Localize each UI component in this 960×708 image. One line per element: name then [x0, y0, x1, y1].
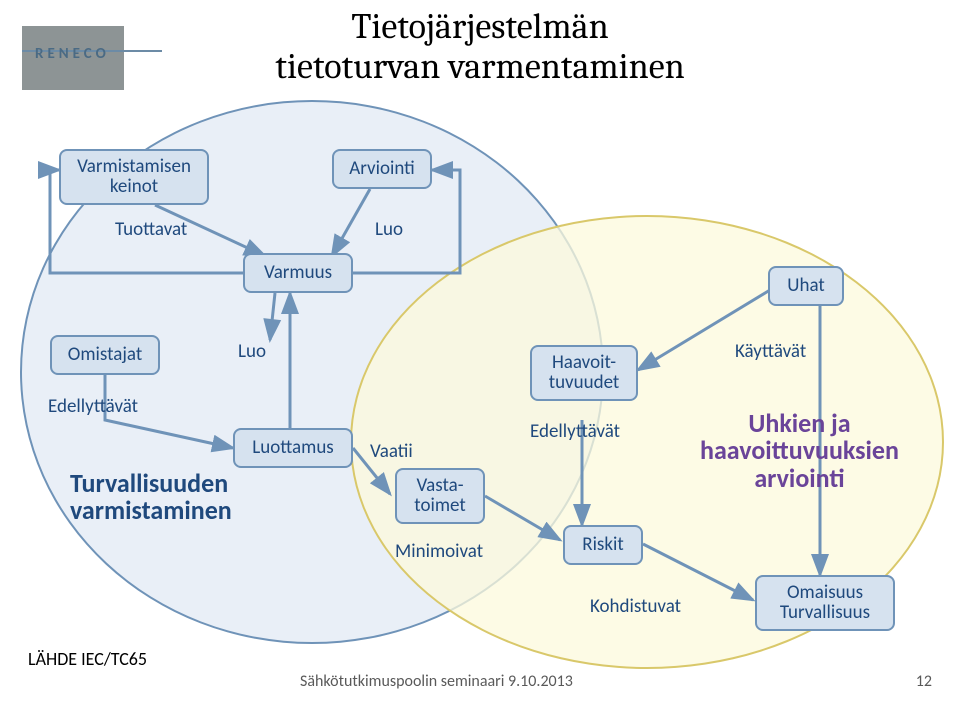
- label-luo2: Luo: [238, 340, 266, 363]
- node-omistajat: Omistajat: [50, 335, 160, 375]
- label-edellyttavat1: Edellyttävät: [48, 395, 138, 418]
- label-edellyttavat2: Edellyttävät: [530, 420, 620, 443]
- page-number: 12: [916, 672, 932, 691]
- node-vastatoimet: Vasta- toimet: [395, 468, 485, 524]
- node-haavoittuvuudet: Haavoit- tuvuudet: [530, 345, 638, 401]
- node-uhat: Uhat: [768, 266, 844, 306]
- node-luottamus: Luottamus: [233, 428, 353, 468]
- label-turvallisuuden-varmistaminen: Turvallisuudenvarmistaminen: [70, 470, 232, 525]
- label-luo1: Luo: [375, 218, 403, 241]
- node-riskit: Riskit: [563, 525, 643, 565]
- label-kayttavat: Käyttävät: [735, 340, 806, 363]
- footer-text: Sähkötutkimuspoolin seminaari 9.10.2013: [300, 672, 573, 691]
- label-tuottavat: Tuottavat: [115, 218, 187, 241]
- label-uhkien-arviointi: Uhkien jahaavoittuvuuksienarviointi: [700, 410, 899, 492]
- source-label: LÄHDE IEC/TC65: [28, 648, 147, 670]
- node-varmuus: Varmuus: [243, 253, 353, 293]
- label-kohdistuvat: Kohdistuvat: [590, 595, 681, 618]
- node-arviointi: Arviointi: [332, 149, 432, 189]
- diagram-area: Varmistamisen keinot Arviointi Varmuus Uhat…: [0, 0, 960, 708]
- label-minimoivat: Minimoivat: [395, 540, 483, 563]
- node-omaisuus-turv: Omaisuus Turvallisuus: [755, 575, 895, 631]
- node-varmistamisen-keinot: Varmistamisen keinot: [59, 149, 209, 205]
- label-vaatii: Vaatii: [370, 440, 413, 463]
